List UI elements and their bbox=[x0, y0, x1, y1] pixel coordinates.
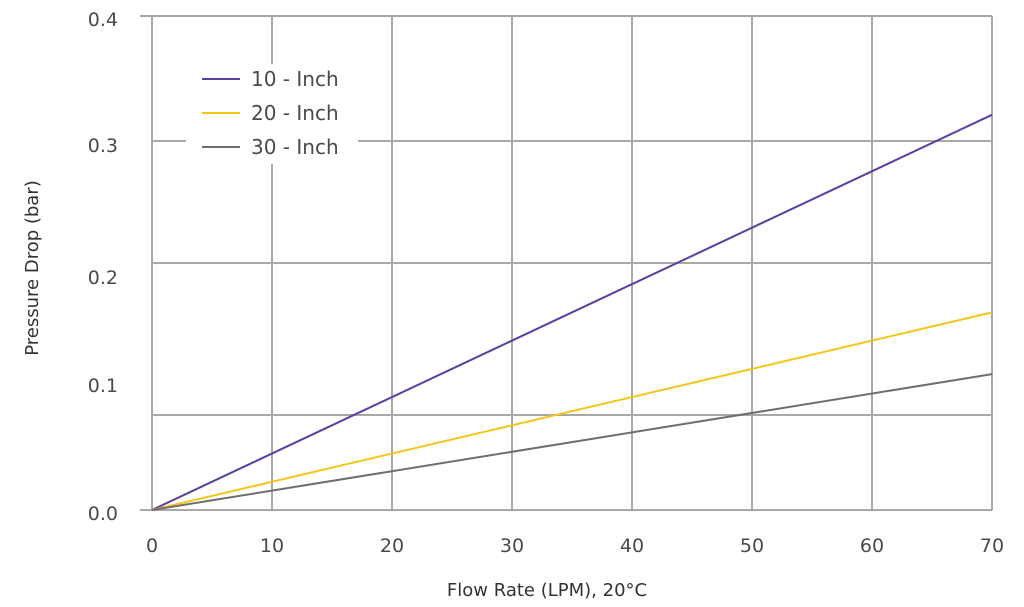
x-tick-label: 60 bbox=[860, 535, 884, 557]
x-axis-label: Flow Rate (LPM), 20°C bbox=[447, 580, 647, 601]
series-line-20-Inch bbox=[151, 311, 993, 511]
x-tick-label: 10 bbox=[260, 535, 284, 557]
legend-label-10-Inch: 10 - Inch bbox=[251, 67, 339, 91]
y-tick-label: 0.1 bbox=[88, 375, 118, 397]
y-tick-label: 0.2 bbox=[88, 267, 118, 289]
y-tick-label: 0.3 bbox=[88, 135, 118, 157]
legend-label-30-Inch: 30 - Inch bbox=[251, 135, 339, 159]
series-lines bbox=[151, 113, 993, 511]
series-line-30-Inch bbox=[151, 373, 993, 511]
y-axis-label: Pressure Drop (bar) bbox=[22, 180, 43, 356]
x-tick-label: 50 bbox=[740, 535, 764, 557]
x-tick-label: 40 bbox=[620, 535, 644, 557]
y-tick-label: 0.4 bbox=[88, 9, 118, 31]
legend-label-20-Inch: 20 - Inch bbox=[251, 101, 339, 125]
x-tick-label: 0 bbox=[146, 535, 158, 557]
x-tick-label: 70 bbox=[980, 535, 1004, 557]
y-tick-label: 0.0 bbox=[88, 503, 118, 525]
series-line-10-Inch bbox=[151, 113, 993, 511]
legend: 10 - Inch 20 - Inch 30 - Inch bbox=[202, 67, 339, 159]
x-axis-ticks: 0 10 20 30 40 50 60 70 bbox=[146, 535, 1004, 557]
x-tick-label: 20 bbox=[380, 535, 404, 557]
x-tick-label: 30 bbox=[500, 535, 524, 557]
y-axis-ticks: 0.0 0.1 0.2 0.3 0.4 bbox=[88, 9, 118, 525]
